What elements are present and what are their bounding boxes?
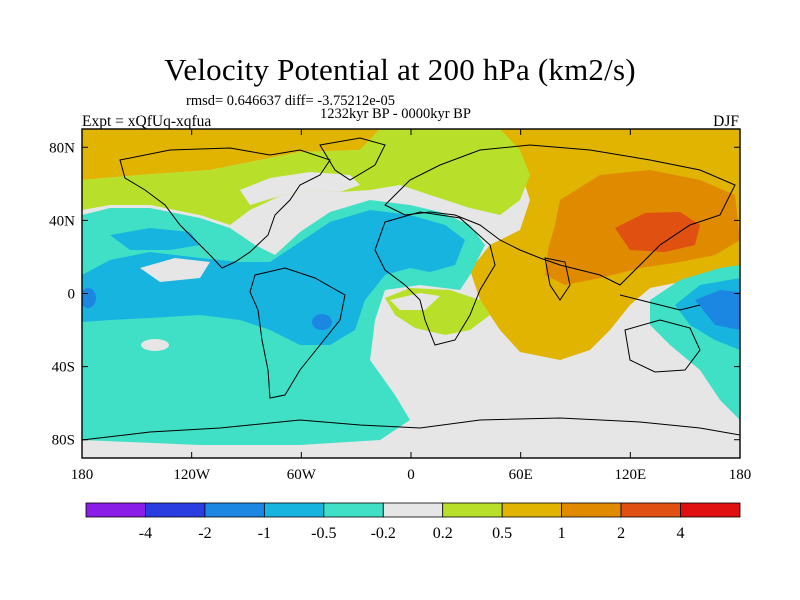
colorbar-swatch <box>442 502 503 518</box>
colorbar-label: 0.5 <box>492 525 512 542</box>
x-tick-label: 0 <box>407 467 415 483</box>
colorbar: -4 -2 -1 -0.5 -0.2 0.2 0.5 1 2 4 <box>85 502 741 542</box>
colorbar-label: -2 <box>198 525 211 542</box>
colorbar-label: 4 <box>677 525 685 542</box>
x-tick-label: 180 <box>729 467 752 483</box>
colorbar-swatch <box>85 502 146 518</box>
colorbar-swatch <box>680 502 741 518</box>
y-tick-label: 80N <box>49 140 75 156</box>
colorbar-label: -1 <box>258 525 271 542</box>
season-label: DJF <box>713 113 739 130</box>
colorbar-label: 1 <box>558 525 566 542</box>
contour-grey-pacific <box>140 258 210 282</box>
x-tick-label: 120W <box>173 467 211 483</box>
contour-grey-atlantic <box>390 293 440 310</box>
colorbar-label: -0.2 <box>371 525 396 542</box>
y-tick-label: 40N <box>49 213 75 229</box>
colorbar-swatch <box>263 502 325 518</box>
colorbar-swatch <box>323 502 384 518</box>
contour-grey-spot-south <box>141 339 169 351</box>
y-tick-label: 40S <box>52 360 75 376</box>
contour-orange-northwest <box>82 129 380 180</box>
contour-field <box>82 129 740 458</box>
x-tick-label: 60E <box>509 467 533 483</box>
colorbar-swatch <box>145 502 206 518</box>
contour-lightblue-west <box>82 210 465 345</box>
colorbar-label: 0.2 <box>433 525 453 542</box>
colorbar-swatch <box>204 502 265 518</box>
stats-line: rmsd= 0.646637 diff= -3.75212e-05 <box>186 93 395 109</box>
contour-blue-east <box>695 290 740 330</box>
x-tick-label: 60W <box>287 467 317 483</box>
y-tick-label: 80S <box>52 433 75 449</box>
coastlines <box>82 137 740 441</box>
y-tick-label: 0 <box>68 287 76 303</box>
colorbar-swatch <box>620 502 681 518</box>
contour-lightblue-pacific <box>110 228 200 250</box>
experiment-label: Expt = xQfUq-xqfua <box>82 113 212 130</box>
colorbar-swatch <box>501 502 563 518</box>
colorbar-label: -0.5 <box>311 525 336 542</box>
contour-red-core <box>615 212 700 252</box>
colorbar-swatch <box>382 502 444 518</box>
colorbar-swatch <box>561 502 622 518</box>
map-axes: 180 120W 60W 0 60E 120E 180 80N 40N 0 40S 80S <box>49 129 751 483</box>
x-tick-label: 120E <box>614 467 646 483</box>
period-label: 1232kyr BP - 0000kyr BP <box>320 106 471 122</box>
contour-grey-north <box>240 172 360 205</box>
x-tick-label: 180 <box>71 467 94 483</box>
plot-title: Velocity Potential at 200 hPa (km2/s) <box>164 52 636 87</box>
colorbar-label: -4 <box>139 525 152 542</box>
colorbar-label: 2 <box>617 525 625 542</box>
contour-blue-spot-sa <box>312 314 332 330</box>
